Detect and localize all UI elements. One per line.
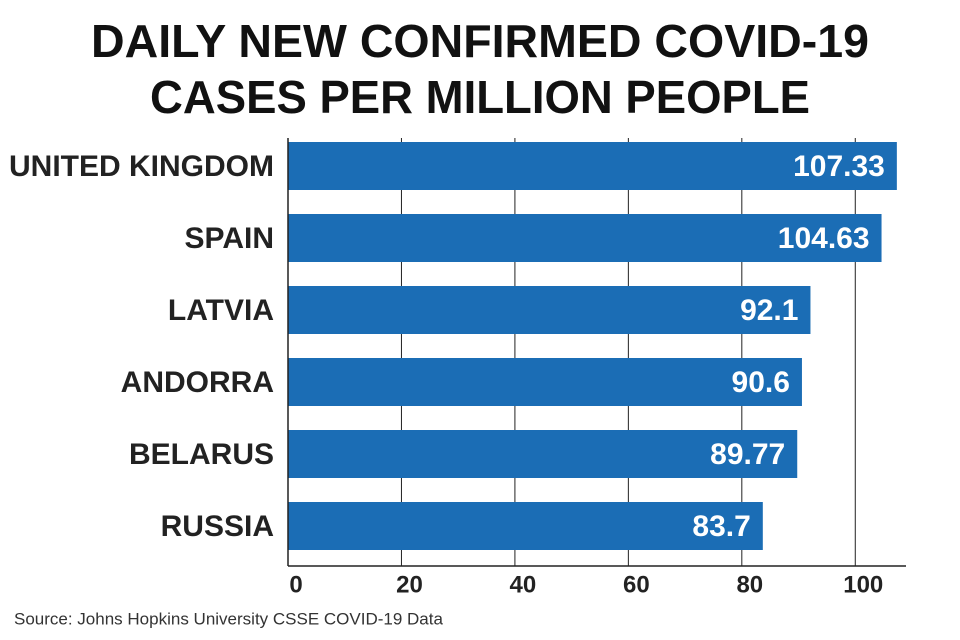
value-label: 89.77 [710,438,785,471]
x-tick-label: 20 [396,571,423,598]
y-tick-label: UNITED KINGDOM [9,150,274,183]
value-label: 104.63 [778,222,870,255]
bar [288,502,763,550]
bar [288,430,798,478]
x-tick-label: 80 [736,571,763,598]
source: Source: Johns Hopkins University CSSE CO… [14,609,443,628]
y-tick-label: SPAIN [185,222,274,255]
y-tick-label: RUSSIA [161,510,274,543]
y-tick-label: LATVIA [168,294,274,327]
chart-title: DAILY NEW CONFIRMED COVID-19 [91,15,869,67]
x-tick-label: 100 [843,571,883,598]
value-label: 83.7 [692,510,750,543]
bar [288,358,802,406]
value-label: 90.6 [732,366,790,399]
x-tick-label: 40 [510,571,537,598]
bar [288,214,882,262]
x-tick-label: 0 [289,571,302,598]
bar [288,286,811,334]
x-tick-label: 60 [623,571,650,598]
value-label: 107.33 [793,150,885,183]
bar [288,142,897,190]
value-label: 92.1 [740,294,798,327]
y-tick-label: BELARUS [129,438,274,471]
chart-title: CASES PER MILLION PEOPLE [150,71,810,123]
y-tick-label: ANDORRA [121,366,274,399]
